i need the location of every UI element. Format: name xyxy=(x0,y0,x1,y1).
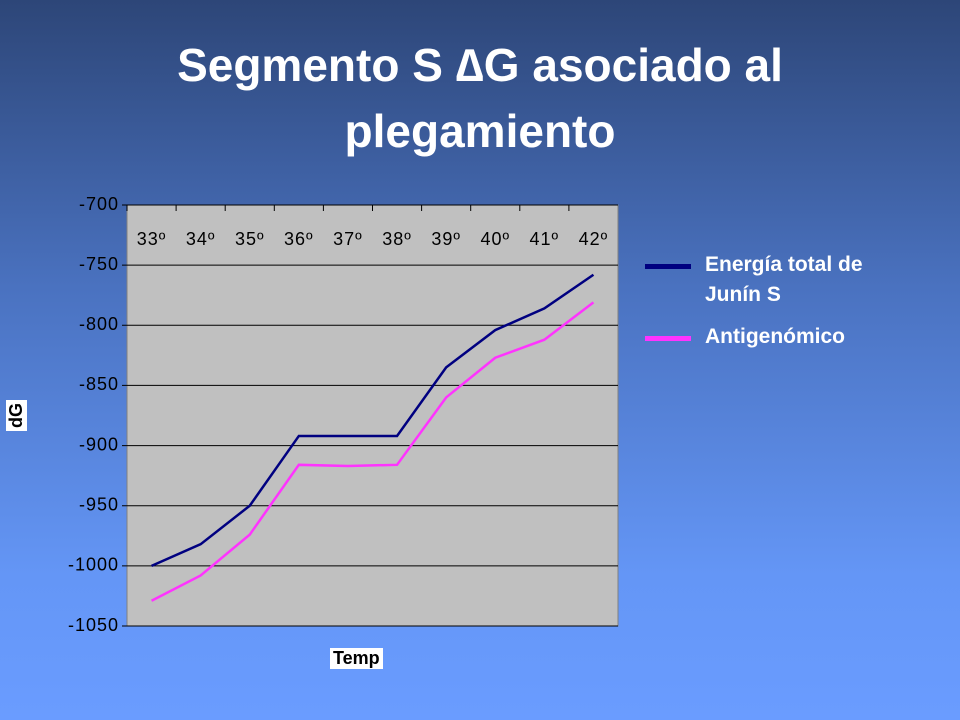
series-line xyxy=(150,301,595,602)
x-tick-label: 37º xyxy=(333,229,363,249)
legend-entry: Energía total de Junín S xyxy=(645,250,935,310)
y-tick-label: -950 xyxy=(79,494,119,514)
legend-label: Antigenómico xyxy=(705,325,845,348)
x-tick-label: 41º xyxy=(530,229,560,249)
y-tick-label: -1050 xyxy=(68,615,119,635)
plot-area xyxy=(126,204,619,627)
y-tick-label: -800 xyxy=(79,314,119,334)
legend: Energía total de Junín S Antigenómico xyxy=(645,250,935,364)
legend-entry: Antigenómico xyxy=(645,322,935,352)
x-tick-label: 40º xyxy=(480,229,510,249)
x-tick-label: 36º xyxy=(284,229,314,249)
legend-swatch xyxy=(645,336,691,341)
x-tick-label: 35º xyxy=(235,229,265,249)
x-tick-label: 38º xyxy=(382,229,412,249)
x-axis-label: Temp xyxy=(330,648,383,669)
x-tick-label: 39º xyxy=(431,229,461,249)
x-tick-label: 34º xyxy=(186,229,216,249)
y-axis-label: dG xyxy=(6,400,27,431)
y-tick-label: -700 xyxy=(79,194,119,214)
y-tick-label: -750 xyxy=(79,254,119,274)
legend-swatch xyxy=(645,264,691,269)
chart-title: Segmento S ∆G asociado al plegamiento xyxy=(177,39,783,157)
y-tick-label: -1000 xyxy=(68,555,119,575)
series-line xyxy=(151,273,595,568)
x-tick-label: 42º xyxy=(579,229,609,249)
y-tick-label: -900 xyxy=(79,434,119,454)
y-tick-label: -850 xyxy=(79,374,119,394)
legend-label: Energía total de Junín S xyxy=(705,253,863,306)
x-tick-label: 33º xyxy=(137,229,167,249)
